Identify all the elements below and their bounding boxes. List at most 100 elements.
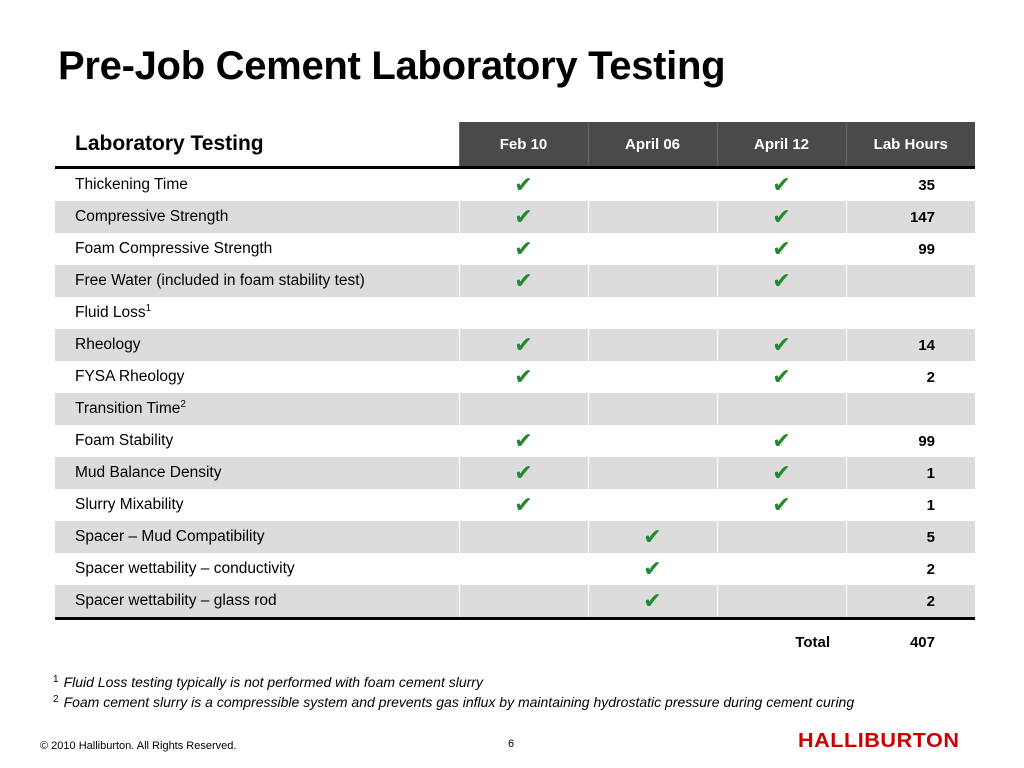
test-name: Thickening Time [75, 176, 188, 193]
lab-hours-cell: 35 [845, 167, 975, 201]
check-cell-apr12: ✔ [716, 425, 846, 457]
footnote-mark: 2 [53, 694, 59, 705]
test-name: Slurry Mixability [75, 496, 184, 513]
checkmark-icon: ✔ [514, 332, 533, 357]
checkmark-icon: ✔ [772, 428, 791, 453]
lab-hours-cell: 99 [845, 425, 975, 457]
check-cell-apr06 [587, 233, 717, 265]
check-cell-apr06 [587, 201, 717, 233]
check-cell-apr06: ✔ [587, 585, 717, 619]
check-cell-apr06 [587, 361, 717, 393]
checkmark-icon: ✔ [772, 364, 791, 389]
test-name-cell: Mud Balance Density [55, 457, 459, 489]
test-name-cell: Spacer wettability – glass rod [55, 585, 459, 619]
test-name: Foam Compressive Strength [75, 240, 273, 257]
checkmark-icon: ✔ [514, 268, 533, 293]
checkmark-icon: ✔ [772, 332, 791, 357]
table-row: Mud Balance Density ✔ ✔ 1 [55, 457, 975, 489]
checkmark-icon: ✔ [514, 204, 533, 229]
check-cell-feb10 [458, 393, 588, 425]
check-cell-apr12: ✔ [716, 201, 846, 233]
header-april-06: April 06 [587, 122, 717, 168]
check-cell-apr12: ✔ [716, 329, 846, 361]
test-name-cell: Slurry Mixability [55, 489, 459, 521]
test-name-cell: Thickening Time [55, 168, 459, 202]
checkmark-icon: ✔ [514, 236, 533, 261]
halliburton-logo: HALLIBURTON [798, 730, 960, 752]
check-cell-feb10 [458, 297, 588, 329]
header-feb-10: Feb 10 [458, 122, 588, 168]
footnote-mark: 1 [53, 674, 59, 685]
checkmark-icon: ✔ [772, 460, 791, 485]
check-cell-apr12: ✔ [716, 233, 846, 265]
lab-hours-cell: 14 [845, 329, 975, 361]
checkmark-icon: ✔ [514, 172, 533, 197]
table-row: Transition Time2 [55, 393, 975, 425]
header-april-12: April 12 [716, 122, 846, 168]
lab-hours-cell [845, 393, 975, 425]
lab-hours-cell [845, 265, 975, 297]
test-name-cell: Foam Compressive Strength [55, 233, 459, 265]
checkmark-icon: ✔ [514, 364, 533, 389]
check-cell-apr12 [716, 521, 846, 553]
check-cell-feb10: ✔ [458, 233, 588, 265]
check-cell-feb10: ✔ [458, 457, 588, 489]
test-name: Transition Time [75, 400, 181, 417]
table-row: Compressive Strength ✔ ✔ 147 [55, 201, 975, 233]
total-value: 407 [909, 634, 935, 651]
checkmark-icon: ✔ [643, 524, 662, 549]
check-cell-feb10: ✔ [458, 329, 588, 361]
test-name-cell: Foam Stability [55, 425, 459, 457]
checkmark-icon: ✔ [514, 428, 533, 453]
check-cell-apr06 [587, 393, 717, 425]
footnote-ref: 2 [180, 398, 186, 410]
check-cell-feb10: ✔ [458, 265, 588, 297]
page-title: Pre-Job Cement Laboratory Testing [58, 44, 726, 88]
lab-hours-cell: 5 [845, 521, 975, 553]
check-cell-feb10: ✔ [458, 361, 588, 393]
checkmark-icon: ✔ [643, 588, 662, 613]
lab-testing-table: Laboratory Testing Feb 10 April 06 April… [55, 122, 975, 620]
test-name: Spacer – Mud Compatibility [75, 528, 265, 545]
check-cell-apr06 [587, 489, 717, 521]
check-cell-feb10: ✔ [458, 201, 588, 233]
check-cell-apr06 [587, 425, 717, 457]
check-cell-feb10: ✔ [458, 167, 588, 201]
lab-hours-cell: 2 [845, 585, 975, 619]
check-cell-apr06 [587, 167, 717, 201]
checkmark-icon: ✔ [514, 492, 533, 517]
table-row: Fluid Loss1 [55, 297, 975, 329]
table-row: Foam Stability ✔ ✔ 99 [55, 425, 975, 457]
table-row: Rheology ✔ ✔ 14 [55, 329, 975, 361]
check-cell-apr06 [587, 457, 717, 489]
check-cell-apr12: ✔ [716, 489, 846, 521]
check-cell-apr12 [716, 585, 846, 619]
test-name: Compressive Strength [75, 208, 229, 225]
check-cell-apr06 [587, 329, 717, 361]
lab-hours-cell [845, 297, 975, 329]
check-cell-feb10 [458, 521, 588, 553]
test-name: Spacer wettability – conductivity [75, 560, 295, 577]
test-name-cell: Transition Time2 [55, 393, 459, 425]
table-row: Foam Compressive Strength ✔ ✔ 99 [55, 233, 975, 265]
checkmark-icon: ✔ [772, 204, 791, 229]
test-name: Mud Balance Density [75, 464, 222, 481]
test-name-cell: FYSA Rheology [55, 361, 459, 393]
check-cell-apr12: ✔ [716, 457, 846, 489]
lab-hours-cell: 2 [845, 361, 975, 393]
test-name: Spacer wettability – glass rod [75, 592, 277, 609]
checkmark-icon: ✔ [772, 236, 791, 261]
checkmark-icon: ✔ [514, 460, 533, 485]
test-name-cell: Spacer wettability – conductivity [55, 553, 459, 585]
total-label: Total [795, 634, 830, 651]
test-name-cell: Free Water (included in foam stability t… [55, 265, 459, 297]
lab-hours-cell: 1 [845, 489, 975, 521]
check-cell-apr12 [716, 553, 846, 585]
test-name-cell: Fluid Loss1 [55, 297, 459, 329]
check-cell-apr06 [587, 265, 717, 297]
test-name-cell: Rheology [55, 329, 459, 361]
table-row: Thickening Time ✔ ✔ 35 [55, 167, 975, 202]
table-row: Free Water (included in foam stability t… [55, 265, 975, 297]
table-row: Spacer wettability – glass rod ✔ 2 [55, 585, 975, 619]
test-name: Foam Stability [75, 432, 174, 449]
